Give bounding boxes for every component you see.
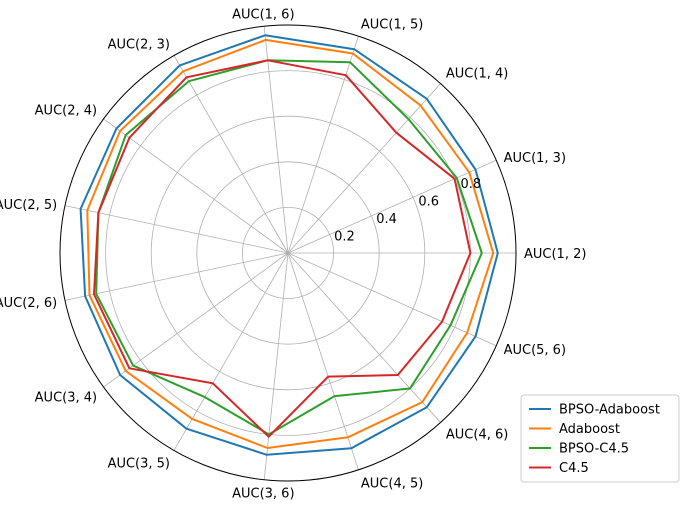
grid-spoke <box>287 252 359 470</box>
r-tick-label: 0.2 <box>334 230 355 245</box>
category-label: AUC(1, 6) <box>232 7 294 22</box>
legend-label: Adaboost <box>559 422 620 437</box>
series-layer <box>79 34 499 456</box>
grid-spoke <box>64 252 289 301</box>
category-label: AUC(4, 5) <box>361 476 423 491</box>
grid-spoke <box>287 36 359 254</box>
series-line-bpso-adaboost <box>79 34 499 456</box>
legend-box <box>520 394 680 483</box>
legend-label: C4.5 <box>559 461 589 476</box>
grid-spoke <box>64 205 289 254</box>
category-label: AUC(3, 6) <box>232 487 294 502</box>
category-label: AUC(5, 6) <box>504 343 566 358</box>
category-label: AUC(3, 5) <box>108 456 170 471</box>
category-label: AUC(2, 3) <box>108 38 170 53</box>
grid-spoke <box>287 252 497 347</box>
legend-label: BPSO-Adaboost <box>559 403 660 418</box>
grid-spoke <box>103 118 289 254</box>
series-line-adaboost <box>86 38 495 449</box>
r-tick-label: 0.8 <box>461 177 482 192</box>
polar-frame <box>59 24 517 482</box>
series-line-c4-5 <box>93 59 472 438</box>
grid-spoke <box>173 55 289 254</box>
grid-spoke <box>287 159 497 254</box>
grid-spoke <box>173 252 289 451</box>
category-label: AUC(1, 5) <box>361 18 423 33</box>
category-label: AUC(4, 6) <box>446 427 508 442</box>
grid-layer <box>59 24 517 482</box>
category-label: AUC(2, 4) <box>35 103 97 118</box>
grid-spoke <box>263 252 289 480</box>
category-label: AUC(2, 5) <box>0 198 57 213</box>
series-line-bpso-c4-5 <box>95 59 483 436</box>
grid-spoke <box>287 83 441 254</box>
category-label: AUC(2, 6) <box>0 296 57 311</box>
r-tick-label: 0.6 <box>418 195 439 210</box>
category-label: AUC(1, 3) <box>504 151 566 166</box>
category-label: AUC(1, 4) <box>446 67 508 82</box>
legend: BPSO-Adaboost Adaboost BPSO-C4.5 C4.5 <box>520 394 680 483</box>
grid-spoke <box>263 26 289 254</box>
category-label: AUC(3, 4) <box>35 391 97 406</box>
grid-spoke <box>103 252 289 388</box>
label-layer: 0.2 0.4 0.6 0.8 AUC(1, 2) AUC(1, 3) AUC(1, 4) A… <box>0 7 586 501</box>
category-label: AUC(1, 2) <box>524 247 586 262</box>
r-tick-label: 0.4 <box>376 212 397 227</box>
legend-label: BPSO-C4.5 <box>559 442 629 457</box>
grid-spoke <box>287 252 441 423</box>
